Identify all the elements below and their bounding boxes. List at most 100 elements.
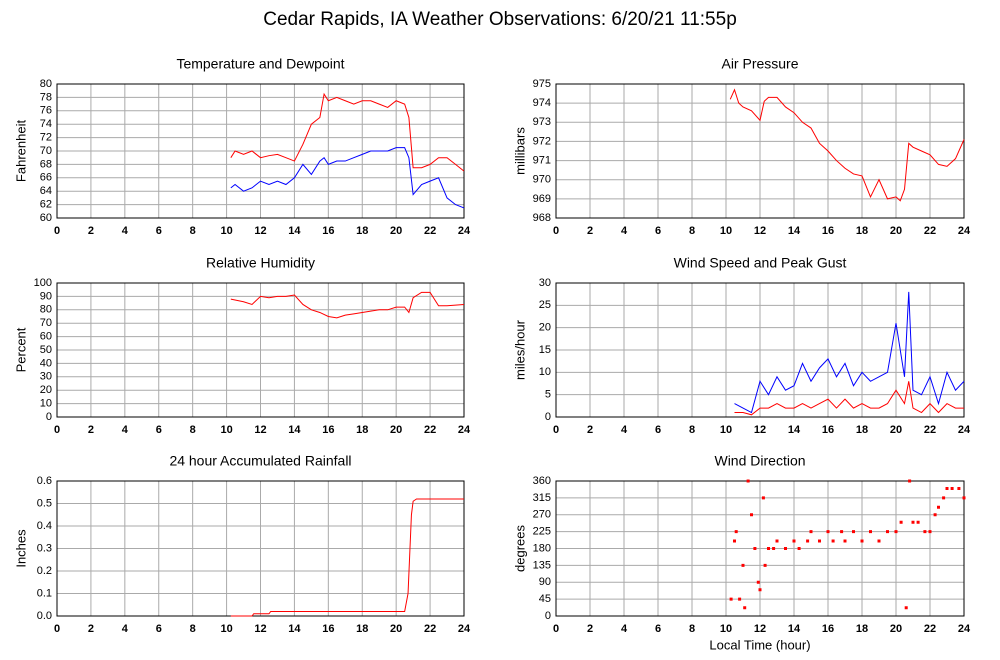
panel-title: Relative Humidity <box>206 255 315 271</box>
y-tick-label: 135 <box>533 559 551 571</box>
x-tick-label: 22 <box>924 424 936 436</box>
plot-frame <box>555 83 965 219</box>
x-tick-label: 16 <box>822 225 834 237</box>
data-point <box>806 539 810 543</box>
data-point <box>733 539 736 543</box>
y-tick-label: 0 <box>545 411 551 423</box>
panel-title: 24 hour Accumulated Rainfall <box>169 453 351 469</box>
x-tick-label: 2 <box>88 424 94 436</box>
x-tick-label: 16 <box>322 225 334 237</box>
data-point <box>809 530 813 534</box>
data-point <box>860 539 864 543</box>
data-point <box>942 496 946 500</box>
y-axis-label: Percent <box>13 327 28 372</box>
y-tick-label: 0.1 <box>37 587 52 599</box>
x-tick-label: 14 <box>788 424 801 436</box>
data-point <box>923 530 927 534</box>
y-tick-label: 78 <box>40 91 52 103</box>
x-tick-label: 24 <box>958 623 971 635</box>
x-tick-label: 4 <box>122 424 129 436</box>
data-point <box>753 547 757 550</box>
y-tick-label: 80 <box>40 304 52 316</box>
plot-frame <box>555 480 965 617</box>
data-point <box>831 539 835 543</box>
y-tick-label: 70 <box>40 145 52 157</box>
x-tick-label: 4 <box>621 424 628 436</box>
y-tick-label: 972 <box>533 135 551 147</box>
x-tick-label: 24 <box>458 225 471 237</box>
figure-title: Cedar Rapids, IA Weather Observations: 6… <box>263 9 737 30</box>
x-tick-label: 24 <box>458 623 471 635</box>
y-tick-label: 0.4 <box>37 520 52 532</box>
x-tick-label: 20 <box>890 225 902 237</box>
x-tick-label: 8 <box>190 225 196 237</box>
y-axis-label: degrees <box>512 525 527 572</box>
data-point <box>746 479 750 483</box>
y-tick-label: 0 <box>46 411 52 423</box>
x-tick-label: 10 <box>220 225 232 237</box>
x-tick-label: 8 <box>190 424 196 436</box>
panel-title: Air Pressure <box>721 56 798 72</box>
y-tick-label: 971 <box>533 154 551 166</box>
x-tick-label: 12 <box>754 225 766 237</box>
x-tick-label: 2 <box>587 225 593 237</box>
x-tick-label: 24 <box>458 424 471 436</box>
y-tick-label: 74 <box>40 118 52 130</box>
y-tick-label: 64 <box>40 185 52 197</box>
x-tick-label: 22 <box>424 225 436 237</box>
y-tick-label: 45 <box>539 593 551 605</box>
plot-frame <box>56 83 465 219</box>
data-point <box>950 487 954 490</box>
y-tick-label: 0.2 <box>37 565 52 577</box>
x-tick-label: 14 <box>788 225 801 237</box>
data-point <box>797 547 801 550</box>
data-point <box>908 479 912 483</box>
x-tick-label: 18 <box>856 623 868 635</box>
y-tick-label: 0.6 <box>37 475 52 487</box>
data-point <box>911 520 915 524</box>
x-tick-label: 2 <box>88 623 94 635</box>
x-tick-label: 2 <box>587 623 593 635</box>
x-tick-label: 20 <box>890 623 902 635</box>
data-point <box>928 530 932 534</box>
data-point <box>843 539 847 543</box>
y-axis-label: millibars <box>512 127 527 175</box>
x-tick-label: 4 <box>621 623 628 635</box>
y-tick-label: 225 <box>533 526 551 538</box>
y-axis-label: miles/hour <box>512 319 527 380</box>
x-tick-label: 0 <box>553 623 559 635</box>
x-tick-label: 0 <box>553 225 559 237</box>
data-point <box>840 530 844 534</box>
x-tick-label: 6 <box>655 424 661 436</box>
x-tick-label: 12 <box>754 424 766 436</box>
x-tick-label: 14 <box>288 623 301 635</box>
x-tick-label: 10 <box>720 623 732 635</box>
data-point <box>729 597 733 601</box>
x-tick-label: 4 <box>122 623 129 635</box>
data-point <box>772 547 776 550</box>
x-tick-label: 14 <box>788 623 801 635</box>
x-tick-label: 20 <box>890 424 902 436</box>
data-point <box>738 597 742 601</box>
data-point <box>937 505 940 509</box>
x-tick-label: 8 <box>689 225 695 237</box>
x-tick-label: 16 <box>322 424 334 436</box>
y-tick-label: 969 <box>533 193 551 205</box>
x-tick-label: 12 <box>254 623 266 635</box>
data-point <box>756 580 760 584</box>
x-tick-label: 0 <box>553 424 559 436</box>
y-tick-label: 5 <box>545 389 551 401</box>
y-tick-label: 100 <box>34 277 52 289</box>
y-tick-label: 25 <box>539 299 551 311</box>
plot-frame <box>555 282 965 418</box>
x-tick-label: 10 <box>220 424 232 436</box>
y-tick-label: 72 <box>40 132 52 144</box>
y-tick-label: 40 <box>40 357 52 369</box>
x-tick-label: 20 <box>390 225 402 237</box>
x-tick-label: 22 <box>924 225 936 237</box>
y-tick-label: 973 <box>533 116 551 128</box>
y-tick-label: 76 <box>40 105 52 117</box>
data-point <box>784 547 787 550</box>
y-tick-label: 15 <box>539 344 551 356</box>
